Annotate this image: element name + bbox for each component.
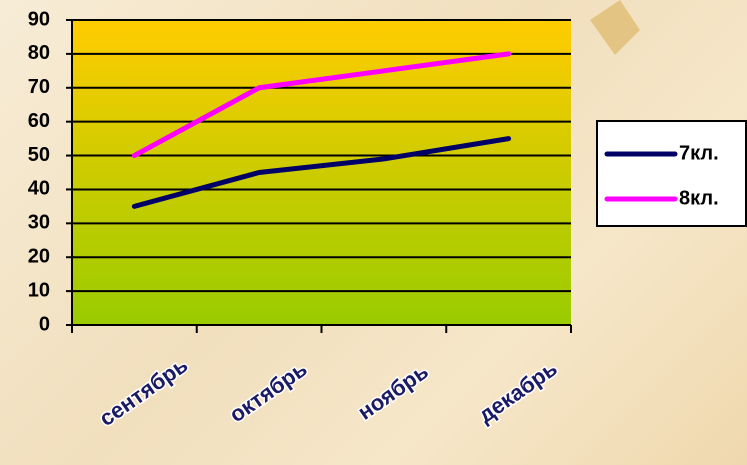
y-tick-label: 50 (28, 144, 50, 166)
y-tick-label: 70 (28, 76, 50, 98)
y-tick-label: 90 (28, 8, 50, 30)
x-tick-label: сентябрь (94, 352, 192, 431)
y-tick-label: 30 (28, 212, 50, 234)
y-tick-label: 60 (28, 110, 50, 132)
legend-label: 8кл. (679, 187, 719, 209)
x-tick-label: октябрь (225, 356, 312, 427)
y-tick-label: 10 (28, 279, 50, 301)
plot-area (72, 20, 571, 325)
x-tick-label: ноябрь (353, 358, 433, 424)
y-tick-label: 20 (28, 246, 50, 268)
y-tick-label: 80 (28, 42, 50, 64)
decoration (590, 0, 640, 55)
x-tick-label: декабрь (474, 356, 562, 428)
series-line (131, 136, 512, 209)
y-tick-label: 40 (28, 178, 50, 200)
legend-label: 7кл. (679, 142, 719, 164)
legend-box (596, 120, 747, 227)
series-line (131, 51, 512, 159)
y-tick-label: 0 (39, 313, 50, 335)
